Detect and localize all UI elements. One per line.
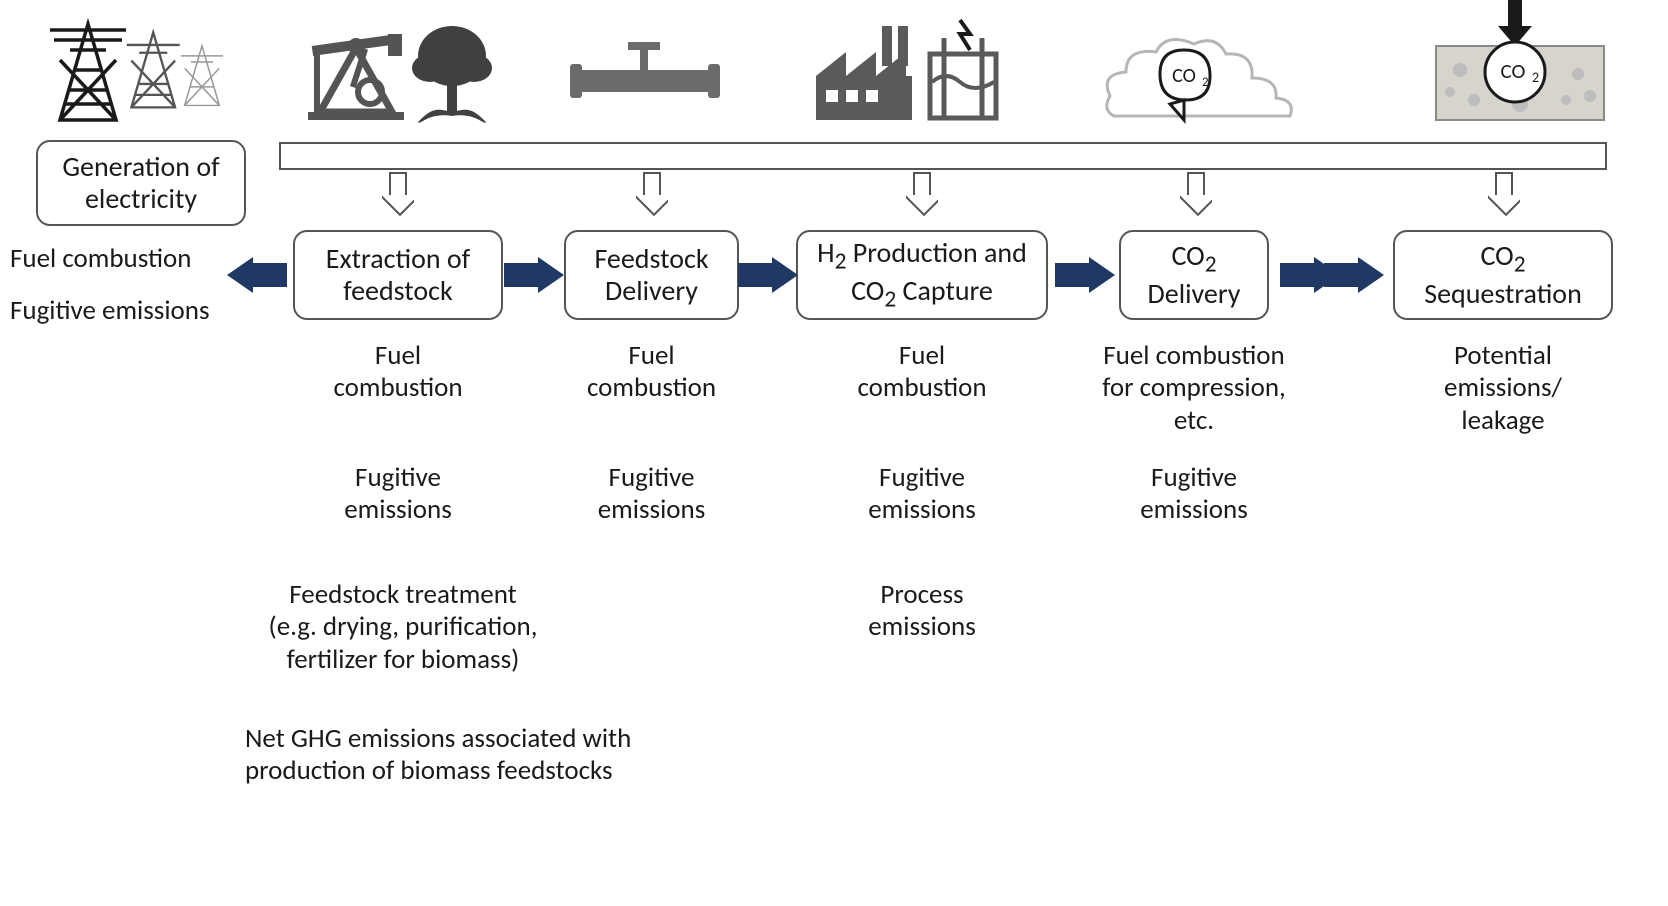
elec-label-2: Fugitive emissions bbox=[10, 295, 250, 327]
node-extraction-feedstock: Extraction of feedstock bbox=[293, 230, 503, 320]
distribution-bar bbox=[279, 142, 1607, 170]
co2-sequestration-icon: CO 2 bbox=[1420, 0, 1620, 132]
hollow-arrow-down bbox=[904, 172, 940, 222]
seq-label-1: Potential emissions/ leakage bbox=[1393, 340, 1613, 437]
factory-electrolyzer-icon bbox=[810, 10, 1010, 128]
node-label: CO2Sequestration bbox=[1424, 240, 1582, 311]
pipeline-icon bbox=[560, 40, 730, 110]
ext-label-4: Net GHG emissions associated with produc… bbox=[245, 723, 715, 788]
del-label-2: Fugitive emissions bbox=[564, 462, 739, 527]
svg-text:2: 2 bbox=[1532, 69, 1539, 86]
co2d-label-2: Fugitive emissions bbox=[1059, 462, 1329, 527]
co2-cloud-icon: CO 2 bbox=[1100, 28, 1300, 128]
node-co2-delivery: CO2Delivery bbox=[1119, 230, 1269, 320]
hollow-arrow-down bbox=[1178, 172, 1214, 222]
del-label-1: Fuel combustion bbox=[564, 340, 739, 405]
svg-text:2: 2 bbox=[1202, 75, 1209, 90]
co2-ground-label: CO bbox=[1501, 58, 1526, 84]
node-label: Feedstock Delivery bbox=[594, 243, 708, 307]
ext-label-1: Fuel combustion bbox=[293, 340, 503, 405]
pumpjack-tree-icon bbox=[300, 12, 500, 128]
diagram-stage: CO 2 CO 2 Generation of electricity bbox=[0, 0, 1668, 906]
hollow-arrow-down bbox=[634, 172, 670, 222]
flow-arrow bbox=[1324, 257, 1384, 293]
ext-label-3: Feedstock treatment (e.g. drying, purifi… bbox=[238, 579, 568, 676]
flow-arrow bbox=[738, 257, 798, 293]
flow-arrow bbox=[1055, 257, 1115, 293]
elec-label-1: Fuel combustion bbox=[10, 243, 240, 275]
h2-label-1: Fuel combustion bbox=[796, 340, 1048, 405]
co2d-label-1: Fuel combustion for compression, etc. bbox=[1059, 340, 1329, 437]
flow-arrow bbox=[504, 257, 564, 293]
hollow-arrow-down bbox=[1486, 172, 1522, 222]
node-label: Generation of electricity bbox=[62, 151, 219, 215]
node-label: Extraction of feedstock bbox=[326, 243, 470, 307]
hollow-arrow-down bbox=[380, 172, 416, 222]
node-co2-sequestration: CO2Sequestration bbox=[1393, 230, 1613, 320]
transmission-towers-icon bbox=[30, 8, 250, 126]
node-label: H2 Production andCO2 Capture bbox=[817, 237, 1027, 314]
h2-label-2: Fugitive emissions bbox=[796, 462, 1048, 527]
node-label: CO2Delivery bbox=[1148, 240, 1241, 311]
h2-label-3: Process emissions bbox=[796, 579, 1048, 644]
node-feedstock-delivery: Feedstock Delivery bbox=[564, 230, 739, 320]
co2-cloud-label: CO bbox=[1172, 64, 1196, 88]
ext-label-2: Fugitive emissions bbox=[293, 462, 503, 527]
node-h2-production: H2 Production andCO2 Capture bbox=[796, 230, 1048, 320]
node-generation-electricity: Generation of electricity bbox=[36, 140, 246, 226]
